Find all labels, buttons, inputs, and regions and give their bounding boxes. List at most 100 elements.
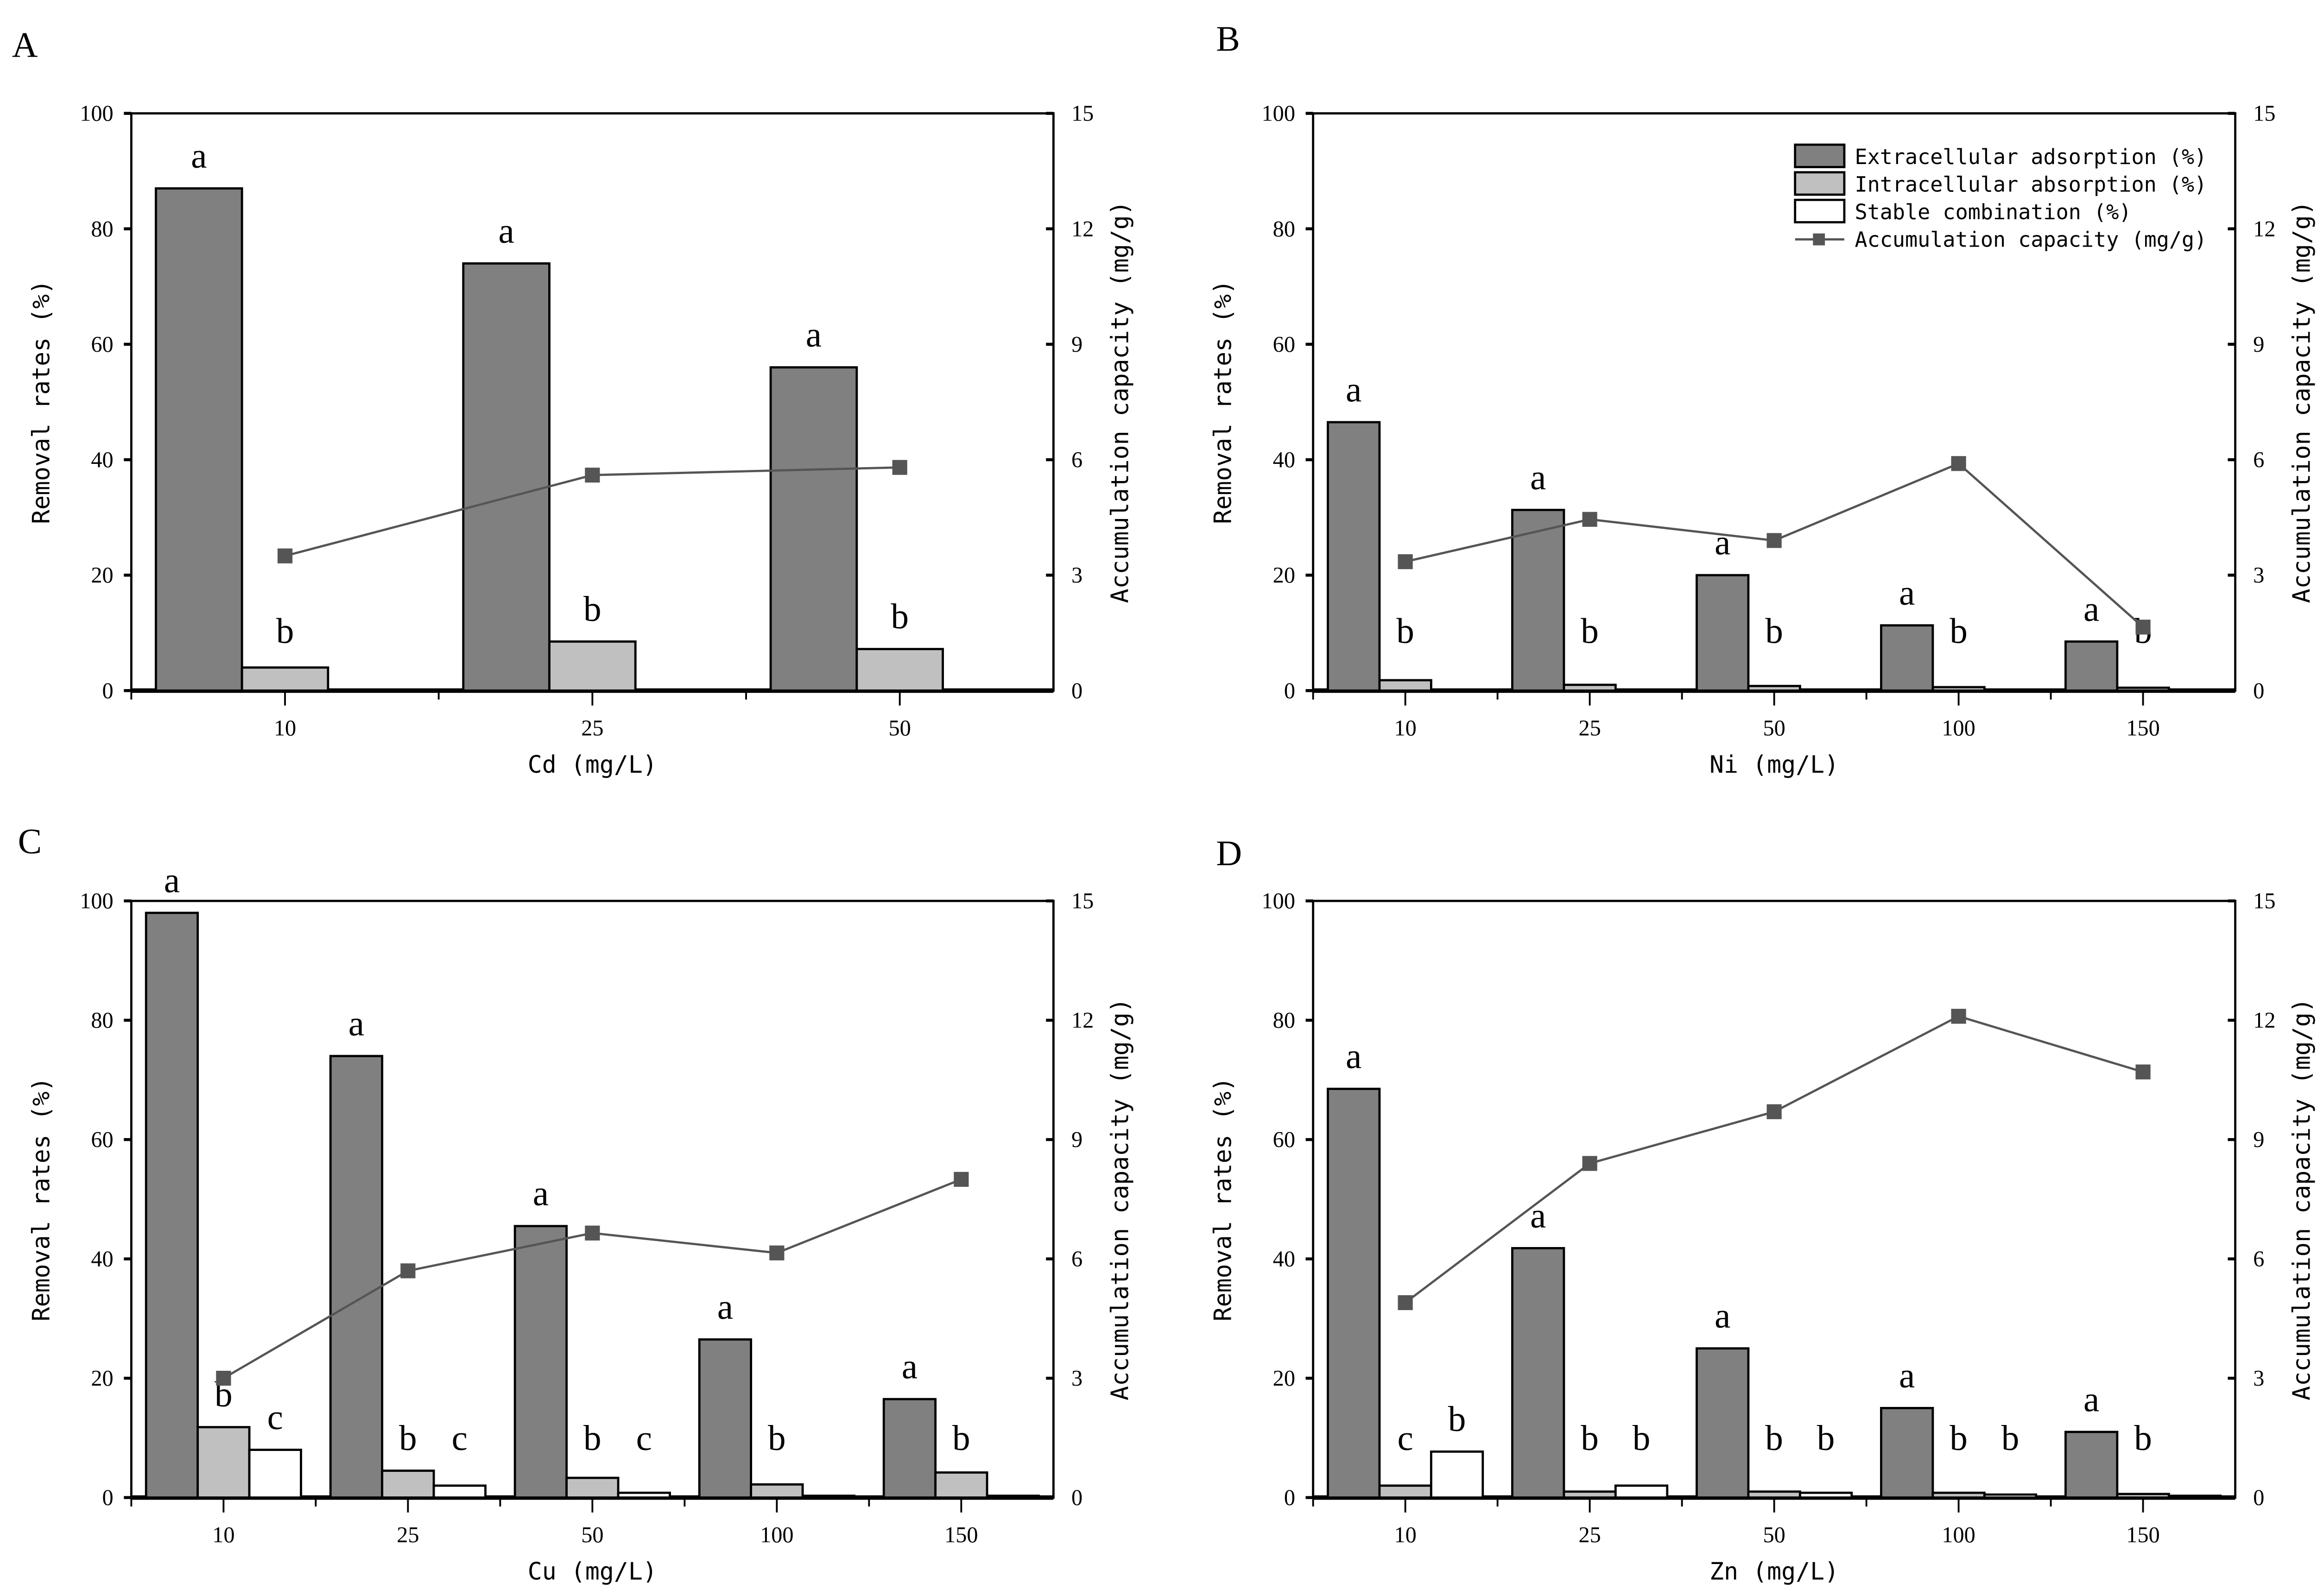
significance-letter: b: [1581, 611, 1599, 651]
bar-extracellular: [1696, 1347, 1750, 1499]
significance-letter: b: [768, 1418, 786, 1458]
accumulation-point: [216, 1370, 231, 1386]
y2-tick-label: 9: [2253, 332, 2264, 357]
significance-letter: b: [1950, 1418, 1968, 1458]
x-axis-label: Ni (mg/L): [1709, 751, 1839, 779]
y2-tick-label: 12: [1071, 217, 1094, 241]
accumulation-point: [1951, 1008, 1966, 1024]
x-tick-label: 50: [1763, 716, 1785, 741]
accumulation-point: [585, 468, 600, 483]
y-tick-label: 20: [91, 1366, 113, 1391]
bar-extracellular: [882, 1398, 937, 1499]
significance-letter: b: [1448, 1399, 1466, 1438]
bar-intracellular: [1747, 684, 1801, 692]
bar-intracellular: [2116, 686, 2170, 692]
significance-letter: b: [276, 611, 294, 651]
bar-stable: [1983, 1493, 2038, 1499]
bar-intracellular: [2116, 1493, 2170, 1499]
y2-tick-label: 6: [1071, 1247, 1083, 1272]
x-tick-label: 25: [1578, 1523, 1601, 1547]
significance-letter: b: [1765, 611, 1783, 651]
bar-stable: [1798, 1491, 1853, 1499]
y2-tick-label: 15: [1071, 101, 1094, 126]
y-axis-label: Removal rates (%): [27, 1077, 55, 1321]
y-tick-label: 100: [1262, 889, 1295, 913]
legend-marker: [1813, 233, 1825, 246]
significance-letter: c: [452, 1418, 468, 1458]
bar-intracellular: [241, 666, 329, 692]
y2-tick-label: 0: [2253, 678, 2264, 703]
y2-axis-label: Accumulation capacity (mg/g): [2288, 998, 2316, 1400]
significance-letter: b: [1396, 611, 1414, 651]
significance-letter: a: [164, 860, 180, 900]
bar-stable: [2167, 1495, 2222, 1499]
accumulation-point: [277, 548, 293, 564]
bar-stable: [432, 1484, 487, 1499]
significance-letter: b: [583, 1418, 601, 1458]
x-axis-label: Zn (mg/L): [1709, 1558, 1839, 1586]
y-tick-label: 40: [1273, 448, 1295, 472]
y2-tick-label: 6: [1071, 448, 1083, 472]
y2-tick-label: 0: [1071, 678, 1083, 703]
bar-extracellular: [2064, 1431, 2119, 1499]
y-tick-label: 40: [91, 448, 113, 472]
significance-letter: b: [583, 589, 601, 628]
significance-letter: b: [891, 596, 909, 636]
y2-axis-label: Accumulation capacity (mg/g): [2288, 201, 2316, 603]
bar-stable: [801, 1495, 855, 1499]
y2-tick-label: 15: [2253, 101, 2275, 126]
y2-tick-label: 6: [2253, 1247, 2264, 1272]
y-tick-label: 0: [1284, 1486, 1295, 1510]
legend-swatch: [1794, 143, 1846, 168]
y2-axis-label: Accumulation capacity (mg/g): [1106, 201, 1134, 603]
significance-letter: a: [1715, 1296, 1730, 1336]
bar-extracellular: [1511, 1247, 1565, 1499]
bar-extracellular: [769, 366, 858, 692]
significance-letter: a: [902, 1346, 918, 1386]
accumulation-point: [1398, 554, 1413, 570]
significance-letter: c: [267, 1397, 283, 1437]
y2-tick-label: 0: [1071, 1486, 1083, 1510]
accumulation-point: [1582, 512, 1597, 527]
significance-letter: a: [1899, 1355, 1915, 1395]
x-tick-label: 50: [1763, 1523, 1785, 1547]
y-tick-label: 60: [1273, 1127, 1295, 1152]
y2-tick-label: 12: [1071, 1008, 1094, 1033]
significance-letter: a: [348, 1003, 364, 1043]
bar-extracellular: [1880, 624, 1934, 692]
y2-tick-label: 9: [2253, 1127, 2264, 1152]
y2-tick-label: 0: [2253, 1486, 2264, 1510]
significance-letter: a: [1346, 1036, 1361, 1076]
bar-extracellular: [1880, 1407, 1934, 1499]
bar-intracellular: [1378, 679, 1432, 692]
panel-label: C: [18, 821, 42, 861]
significance-letter: c: [636, 1418, 652, 1458]
bar-intracellular: [1931, 686, 1986, 692]
accumulation-point: [1766, 1104, 1782, 1120]
bar-intracellular: [196, 1426, 251, 1499]
y-tick-label: 0: [102, 1486, 114, 1510]
y-tick-label: 80: [91, 217, 113, 241]
y-tick-label: 80: [1273, 217, 1295, 241]
bar-extracellular: [462, 262, 551, 692]
significance-letter: b: [1765, 1418, 1783, 1458]
bar-stable: [986, 1495, 1040, 1499]
bar-intracellular: [381, 1469, 435, 1499]
significance-letter: b: [2134, 1418, 2152, 1458]
significance-letter: a: [2083, 589, 2099, 628]
x-tick-label: 25: [1578, 716, 1601, 741]
y2-tick-label: 3: [2253, 563, 2264, 588]
bar-extracellular: [698, 1338, 753, 1499]
significance-letter: c: [1397, 1418, 1413, 1458]
accumulation-point: [1951, 456, 1966, 471]
legend-label: Extracellular adsorption (%): [1855, 145, 2207, 169]
x-tick-label: 25: [397, 1523, 419, 1547]
legend-label: Stable combination (%): [1855, 200, 2131, 224]
y2-tick-label: 3: [2253, 1366, 2264, 1391]
bar-intracellular: [565, 1476, 620, 1499]
panel-B: B 0 20 40 60 80 100 0 3 6 9 12 15 Removal rates (%) Ac…: [1209, 19, 2316, 779]
accumulation-point: [2135, 620, 2151, 635]
legend-swatch: [1794, 171, 1846, 196]
y-tick-label: 100: [1262, 101, 1295, 126]
